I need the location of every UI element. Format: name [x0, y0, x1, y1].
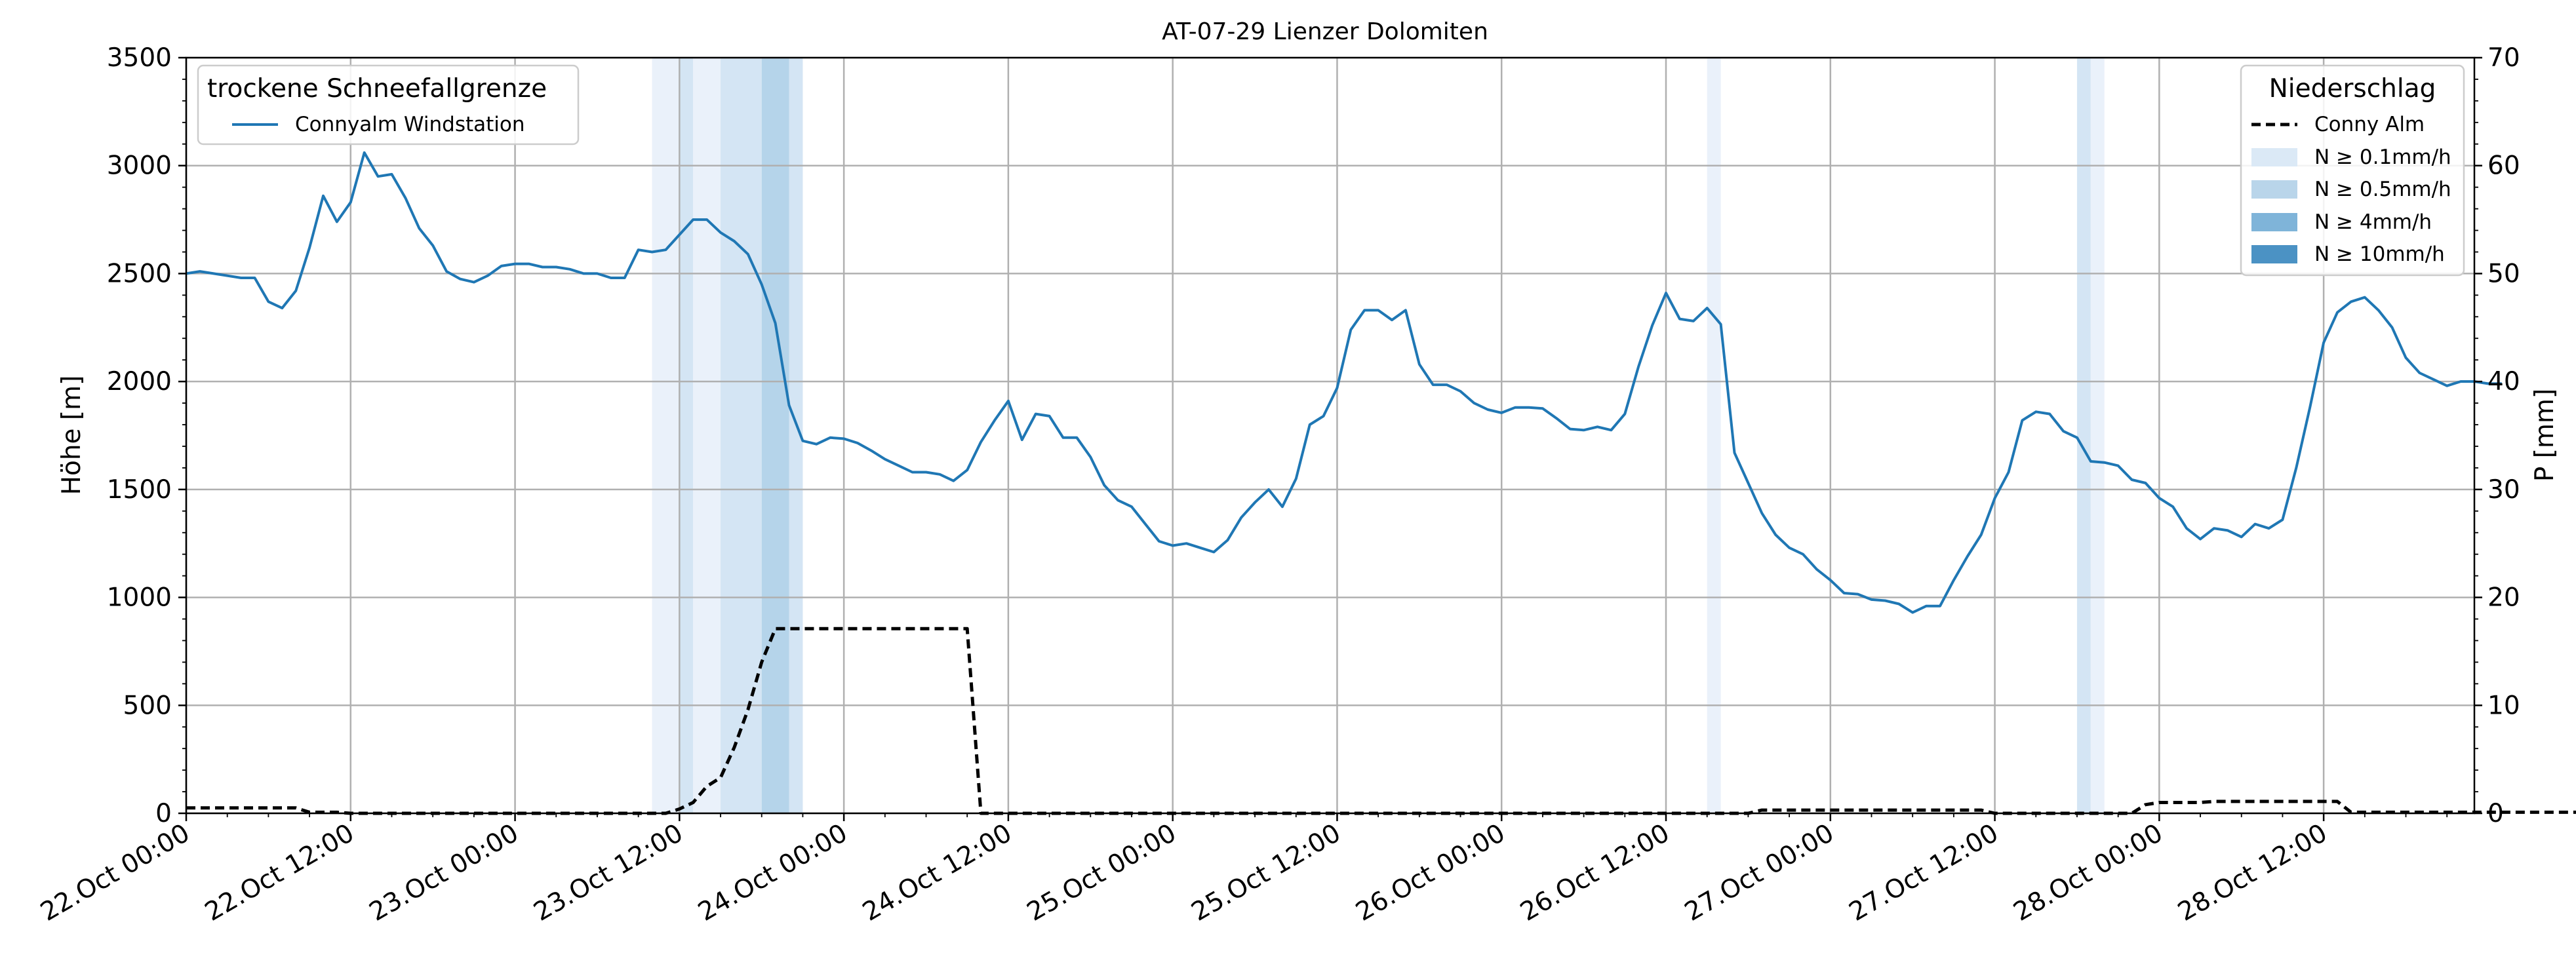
precip-band — [652, 58, 680, 813]
y2-tick-label: 60 — [2487, 151, 2520, 181]
snowline-legend: trockene Schneefallgrenze Connyalm Winds… — [197, 64, 580, 145]
y-tick-label: 3000 — [107, 151, 172, 181]
precip-legend-entry: N ≥ 0.1mm/h — [2314, 145, 2451, 169]
y-tick-label: 500 — [123, 691, 172, 720]
precip-legend-entry: N ≥ 0.5mm/h — [2314, 178, 2451, 201]
precip-band — [693, 58, 721, 813]
snowline-legend-entry: Connyalm Windstation — [295, 113, 525, 136]
snowline-legend-frame — [197, 64, 580, 145]
precip-bands — [652, 58, 2105, 813]
y-tick-label: 3500 — [107, 43, 172, 73]
y2-tick-label: 50 — [2487, 259, 2520, 288]
y-tick-label: 1500 — [107, 475, 172, 505]
precip-band — [2090, 58, 2105, 813]
precip-legend-title: Niederschlag — [2269, 74, 2436, 104]
precip-legend-entry: N ≥ 10mm/h — [2314, 242, 2445, 266]
precip-legend-swatch-05 — [2251, 180, 2297, 199]
y-tick-label: 0 — [155, 799, 172, 828]
chart-title: AT-07-29 Lienzer Dolomiten — [1162, 18, 1488, 45]
precip-legend-swatch-4 — [2251, 213, 2297, 231]
precip-band — [2076, 58, 2091, 813]
precip-band — [679, 58, 694, 813]
y-tick-label: 2500 — [107, 259, 172, 288]
y2-tick-label: 30 — [2487, 475, 2520, 505]
y-tick-label: 1000 — [107, 583, 172, 613]
precip-legend-swatch-10 — [2251, 245, 2297, 263]
precip-band — [789, 58, 803, 813]
y2-axis-label: P [mm] — [2530, 389, 2560, 482]
precip-band — [721, 58, 762, 813]
precip-legend-entry: N ≥ 4mm/h — [2314, 210, 2432, 234]
precip-band — [1707, 58, 1721, 813]
y2-tick-label: 20 — [2487, 583, 2520, 613]
snowline-series-line — [186, 151, 2502, 614]
y2-tick-label: 70 — [2487, 43, 2520, 73]
y2-tick-label: 0 — [2487, 799, 2504, 828]
y2-tick-label: 10 — [2487, 691, 2520, 720]
y-axis-label: Höhe [m] — [57, 376, 87, 495]
plot-frame — [185, 56, 2476, 815]
y-tick-label: 2000 — [107, 367, 172, 396]
snowline-legend-title: trockene Schneefallgrenze — [207, 74, 547, 104]
precip-legend-entry: Conny Alm — [2314, 113, 2425, 136]
y2-tick-label: 40 — [2487, 367, 2520, 396]
precip-band — [761, 58, 789, 813]
precip-legend-swatch-01 — [2251, 148, 2297, 166]
precip-legend: Niederschlag Conny Alm N ≥ 0.1mm/h N ≥ 0… — [2240, 64, 2465, 277]
